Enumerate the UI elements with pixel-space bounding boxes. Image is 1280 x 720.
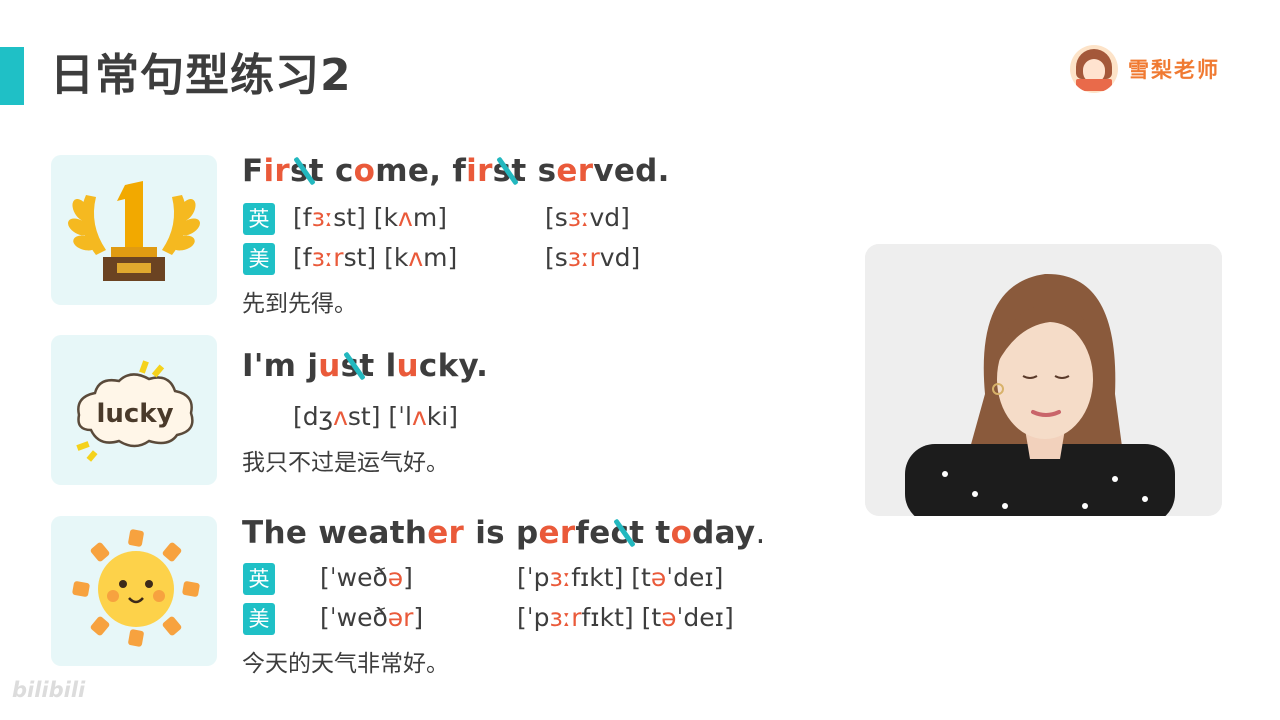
sentence-segment: cky. xyxy=(418,348,489,384)
ipa-segment: ʌ xyxy=(408,243,424,272)
sentence-1: First come, first served. xyxy=(242,153,670,189)
ipa-segment: [ˈp xyxy=(517,603,550,632)
ipa-segment: ɜː xyxy=(549,563,572,592)
sun-icon xyxy=(72,529,200,647)
ipa-segment: ɜːr xyxy=(549,603,582,632)
us-tag: 美 xyxy=(243,603,275,635)
ipa-segment: ɜːr xyxy=(311,243,344,272)
teacher-avatar-icon xyxy=(1070,45,1118,93)
lucky-card: lucky xyxy=(51,335,217,485)
sentence-segment: F xyxy=(242,153,264,189)
ipa-segment: ɜː xyxy=(311,203,334,232)
ipa-segment: ki] xyxy=(426,402,458,431)
uk-ipa-3a: [ˈweðə] xyxy=(320,563,413,592)
sentence-segment: t xyxy=(644,515,671,551)
ipa-segment: ə xyxy=(650,563,667,592)
ipa-segment: [dʒ xyxy=(293,402,334,431)
ipa-segment: ˈdeɪ] xyxy=(666,563,724,592)
sentence-3: The weather is perfect today. xyxy=(242,515,766,551)
sentence-segment: st xyxy=(340,348,375,384)
brand-name: 雪梨老师 xyxy=(1128,58,1220,82)
us-ipa-3b: [ˈpɜːrfɪkt] [təˈdeɪ] xyxy=(517,603,734,632)
ipa-segment: ] xyxy=(403,563,413,592)
ipa-segment: [s xyxy=(545,243,568,272)
uk-tag: 英 xyxy=(243,203,275,235)
sentence-segment: c xyxy=(323,153,354,189)
ipa-segment: [ˈweð xyxy=(320,603,388,632)
ipa-segment: m] xyxy=(412,203,447,232)
trophy-card xyxy=(51,155,217,305)
sentence-segment: ct xyxy=(610,515,645,551)
sentence-segment: me, f xyxy=(375,153,467,189)
sentence-segment: er xyxy=(427,515,465,551)
ipa-segment: ʌ xyxy=(333,402,348,431)
sentence-segment: is p xyxy=(464,515,539,551)
ipa-segment: vd] xyxy=(599,243,641,272)
ipa-segment: st] [k xyxy=(343,243,409,272)
ipa-segment: [ˈp xyxy=(517,563,550,592)
us-ipa-3a: [ˈweðər] xyxy=(320,603,423,632)
sentence-segment: ved. xyxy=(593,153,670,189)
sentence-segment: l xyxy=(374,348,397,384)
ipa-segment: ˈdeɪ] xyxy=(676,603,734,632)
sentence-segment: o xyxy=(670,515,693,551)
ipa-segment: fɪkt] [t xyxy=(581,603,662,632)
sentence-segment: day xyxy=(692,515,756,551)
ipa-segment: ɜːr xyxy=(567,243,600,272)
sentence-segment: s xyxy=(526,153,557,189)
sentence-segment: ir xyxy=(263,153,290,189)
sentence-segment: st xyxy=(492,153,527,189)
sentence-segment: o xyxy=(353,153,376,189)
bilibili-watermark: bilibili xyxy=(12,678,86,702)
ipa-segment: ɜː xyxy=(567,203,590,232)
sentence-segment: . xyxy=(755,515,766,551)
sentence-segment: fe xyxy=(575,515,611,551)
title-accent-bar xyxy=(0,47,24,105)
page-title: 日常句型练习2 xyxy=(50,50,352,101)
sentence-segment: I'm j xyxy=(242,348,319,384)
ipa-segment: [f xyxy=(293,203,312,232)
sentence-segment: ir xyxy=(466,153,493,189)
lucky-image-text: lucky xyxy=(96,399,173,429)
ipa-segment: ə xyxy=(387,563,404,592)
ipa-segment: ] xyxy=(413,603,424,632)
ipa-segment: ʌ xyxy=(411,402,427,431)
sentence-segment: The weath xyxy=(242,515,428,551)
sentence-segment: er xyxy=(538,515,576,551)
sentence-2: I'm just lucky. xyxy=(242,348,488,384)
sentence-segment: st xyxy=(290,153,324,189)
presenter-image xyxy=(865,244,1222,516)
translation-3: 今天的天气非常好。 xyxy=(242,651,449,677)
ipa-segment: fɪkt] [t xyxy=(571,563,651,592)
ipa-segment: [s xyxy=(545,203,568,232)
trophy-icon xyxy=(68,181,200,281)
translation-1: 先到先得。 xyxy=(242,291,357,317)
brand-logo: 雪梨老师 xyxy=(1070,44,1220,94)
uk-ipa-1a: [fɜːst] [kʌm] xyxy=(293,203,447,232)
ipa-segment: ʌ xyxy=(398,203,413,232)
us-ipa-1b: [sɜːrvd] xyxy=(545,243,640,272)
ipa-segment: ə xyxy=(661,603,677,632)
presenter-video[interactable] xyxy=(865,244,1222,516)
sentence-segment: er xyxy=(556,153,594,189)
uk-ipa-1b: [sɜːvd] xyxy=(545,203,630,232)
ipa-2: [dʒʌst] [ˈlʌki] xyxy=(293,402,458,431)
translation-2: 我只不过是运气好。 xyxy=(242,450,449,476)
ipa-segment: st] [k xyxy=(333,203,399,232)
uk-ipa-3b: [ˈpɜːfɪkt] [təˈdeɪ] xyxy=(517,563,723,592)
ipa-segment: m] xyxy=(423,243,458,272)
sun-card xyxy=(51,516,217,666)
us-ipa-1a: [fɜːrst] [kʌm] xyxy=(293,243,457,272)
sentence-segment: u xyxy=(396,348,419,384)
ipa-segment: [f xyxy=(293,243,312,272)
lucky-cloud-icon: lucky xyxy=(76,360,194,462)
ipa-segment: ər xyxy=(387,603,414,632)
ipa-segment: st] [ˈl xyxy=(347,402,412,431)
sentence-segment: u xyxy=(318,348,341,384)
us-tag: 美 xyxy=(243,243,275,275)
ipa-segment: [ˈweð xyxy=(320,563,388,592)
ipa-segment: vd] xyxy=(589,203,630,232)
uk-tag: 英 xyxy=(243,563,275,595)
